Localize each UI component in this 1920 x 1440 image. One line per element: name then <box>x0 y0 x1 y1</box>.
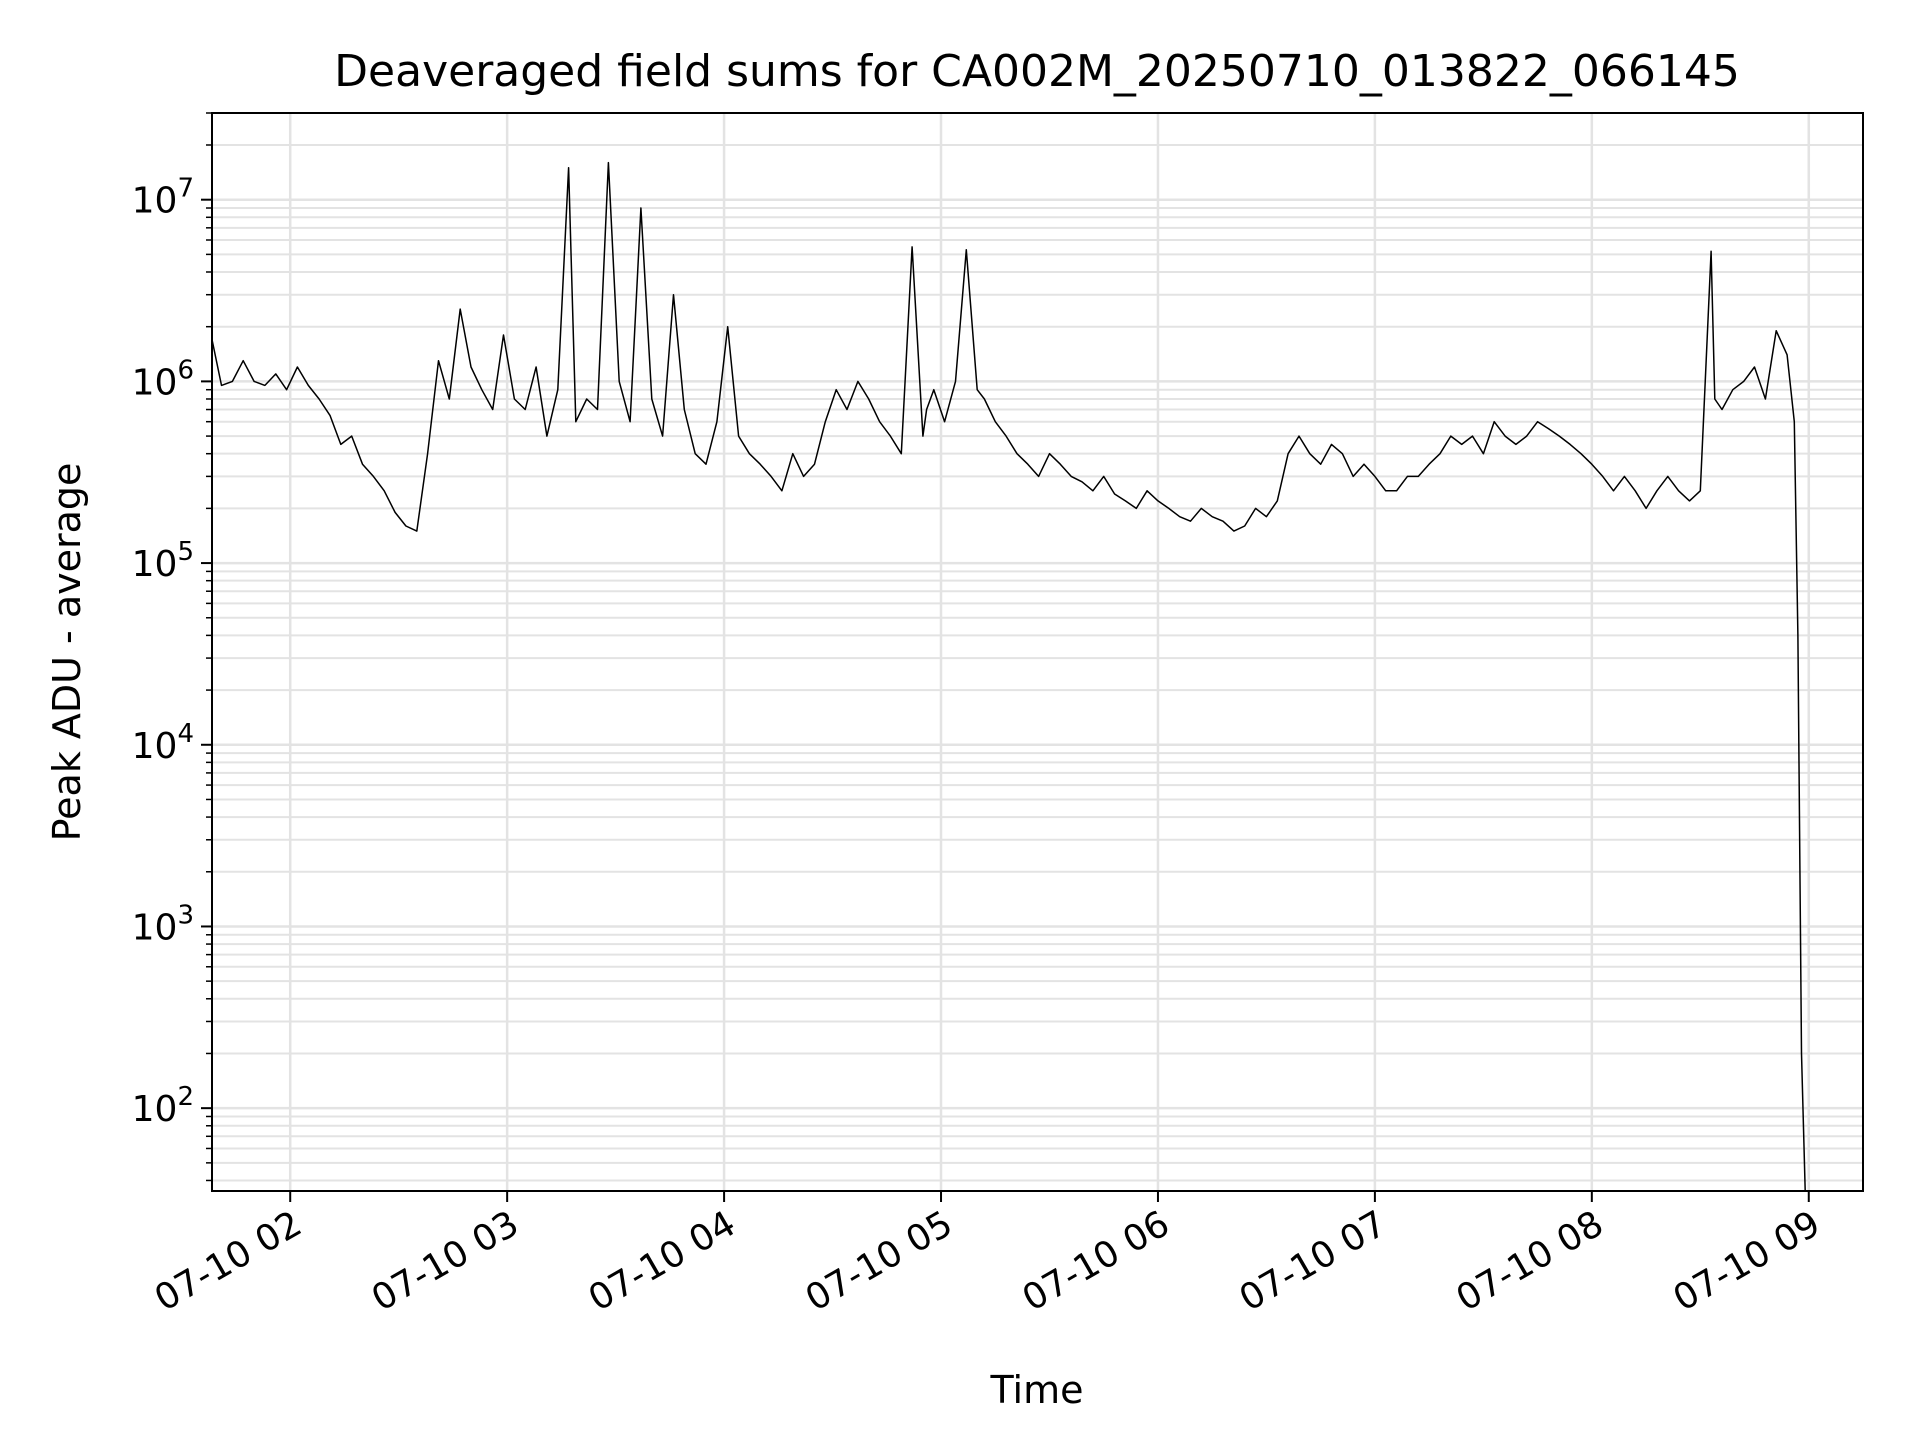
y-tick-label: 107 <box>132 174 194 222</box>
y-tick-label: 106 <box>132 355 194 403</box>
y-tick-label: 103 <box>132 900 194 948</box>
plot-area <box>211 161 1806 1192</box>
y-axis-label: Peak ADU - average <box>45 463 89 842</box>
grid <box>212 112 1863 1191</box>
chart-title: Deaveraged field sums for CA002M_2025071… <box>334 46 1740 97</box>
y-tick-label: 102 <box>132 1082 194 1130</box>
series-line <box>211 161 1806 1192</box>
plot-frame <box>211 112 1864 1192</box>
x-axis-label: Time <box>990 1368 1084 1412</box>
y-tick-label: 104 <box>132 719 194 767</box>
y-tick-label: 105 <box>132 537 194 585</box>
